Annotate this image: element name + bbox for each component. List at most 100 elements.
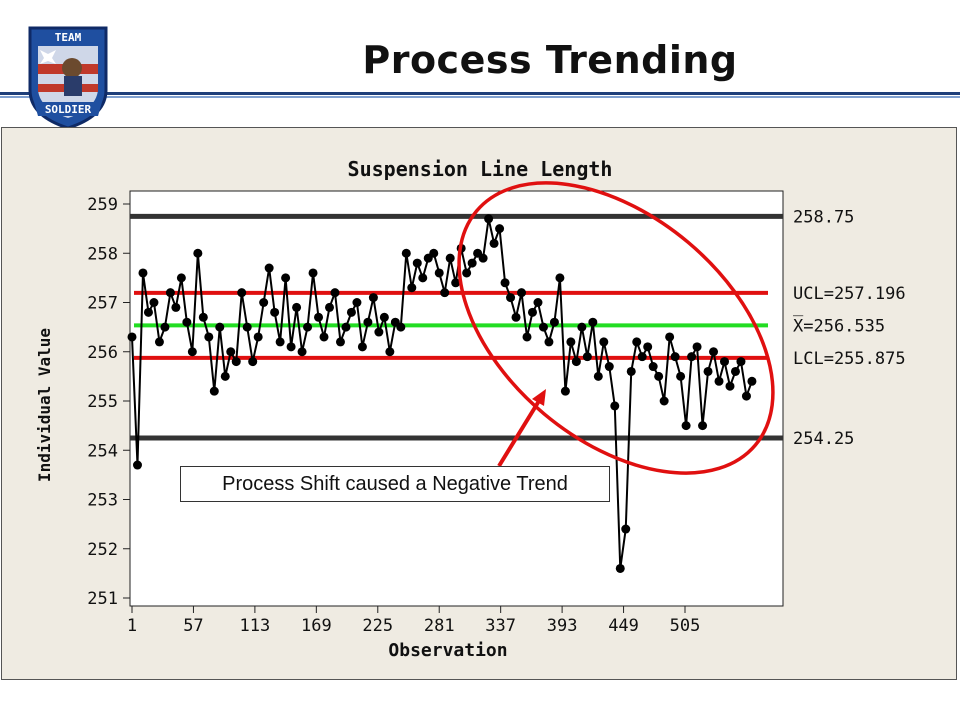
data-point	[692, 342, 702, 352]
data-point	[681, 421, 691, 431]
reference-line-label: 258.75	[793, 207, 854, 227]
data-point	[687, 352, 697, 362]
data-point	[670, 352, 680, 362]
data-point	[736, 357, 746, 367]
data-point	[451, 278, 461, 288]
data-point	[741, 391, 751, 401]
x-tick-label: 505	[670, 616, 701, 636]
data-point	[599, 337, 609, 347]
data-point	[489, 238, 499, 248]
x-tick-label: 449	[608, 616, 639, 636]
data-point	[560, 386, 570, 396]
data-point	[385, 347, 395, 357]
data-point	[500, 278, 510, 288]
data-point	[187, 347, 197, 357]
data-point	[154, 337, 164, 347]
data-point	[171, 302, 181, 312]
data-point	[582, 352, 592, 362]
x-tick-label: 393	[547, 616, 578, 636]
data-point	[308, 268, 318, 278]
data-point	[182, 317, 192, 327]
reference-line-label: 254.25	[793, 429, 854, 449]
data-point	[253, 332, 263, 342]
data-point	[319, 332, 329, 342]
data-point	[412, 258, 422, 268]
data-point	[610, 401, 620, 411]
chart-title: Suspension Line Length	[348, 157, 613, 181]
data-point	[346, 307, 356, 317]
data-point	[643, 342, 653, 352]
data-point	[314, 312, 324, 322]
data-point	[341, 322, 351, 332]
data-point	[231, 357, 241, 367]
x-tick-label: 1	[127, 616, 137, 636]
data-point	[259, 298, 269, 307]
data-point	[615, 563, 625, 573]
y-tick-label: 257	[87, 294, 118, 314]
reference-line-label: X̅=256.535	[793, 314, 885, 336]
data-point	[527, 307, 537, 317]
data-point	[720, 357, 729, 367]
data-point	[160, 322, 170, 332]
data-point	[248, 357, 258, 367]
data-point	[204, 332, 214, 342]
data-point	[659, 396, 669, 406]
data-point	[703, 366, 713, 376]
y-tick-label: 254	[87, 441, 118, 461]
slide-header: Process Trending TEAM SOLDIER	[0, 0, 960, 130]
chart-panel: Suspension Line Length Observation Indiv…	[1, 127, 957, 680]
reference-line-label: LCL=255.875	[793, 349, 906, 369]
data-point	[626, 366, 636, 376]
data-point	[143, 307, 153, 317]
data-point	[495, 224, 505, 234]
callout-box: Process Shift caused a Negative Trend	[180, 466, 610, 502]
data-point	[237, 288, 247, 298]
data-point	[549, 317, 559, 327]
data-point	[286, 342, 296, 352]
data-point	[242, 322, 252, 332]
data-point	[270, 307, 280, 317]
y-tick-label: 251	[87, 589, 118, 609]
data-point	[648, 362, 658, 372]
y-tick-label: 253	[87, 491, 118, 511]
data-point	[593, 371, 603, 381]
data-point	[637, 352, 647, 362]
logo-bottom-text: SOLDIER	[45, 103, 92, 116]
data-point	[281, 273, 291, 283]
x-tick-label: 225	[362, 616, 393, 636]
header-rule-dark	[0, 92, 960, 95]
y-tick-label: 259	[87, 195, 118, 215]
x-tick-label: 113	[240, 616, 271, 636]
data-point	[303, 322, 313, 332]
data-point	[725, 381, 735, 391]
data-point	[330, 288, 340, 298]
data-point	[588, 317, 598, 327]
data-point	[445, 253, 455, 263]
data-point	[604, 362, 614, 372]
data-point	[418, 273, 428, 283]
data-point	[440, 288, 450, 298]
x-tick-label: 57	[183, 616, 203, 636]
callout-arrow-line	[497, 394, 544, 468]
data-point	[709, 347, 719, 357]
slide-title: Process Trending	[362, 38, 738, 82]
x-axis-label: Observation	[388, 640, 507, 661]
data-point	[132, 460, 142, 470]
data-point	[149, 298, 159, 307]
data-point	[363, 317, 373, 327]
data-point	[193, 248, 203, 258]
team-soldier-logo: TEAM SOLDIER	[28, 26, 108, 130]
data-point	[555, 273, 565, 283]
data-point	[220, 371, 230, 381]
data-point	[226, 347, 236, 357]
data-point	[325, 302, 334, 312]
data-point	[533, 298, 543, 307]
y-axis-label: Individual Value	[35, 328, 54, 482]
data-point	[714, 376, 724, 386]
data-point	[571, 357, 581, 367]
data-point	[462, 268, 472, 278]
data-point	[352, 298, 362, 307]
data-point	[538, 322, 548, 332]
data-point	[429, 248, 439, 258]
control-chart: Suspension Line Length Observation Indiv…	[35, 157, 906, 661]
